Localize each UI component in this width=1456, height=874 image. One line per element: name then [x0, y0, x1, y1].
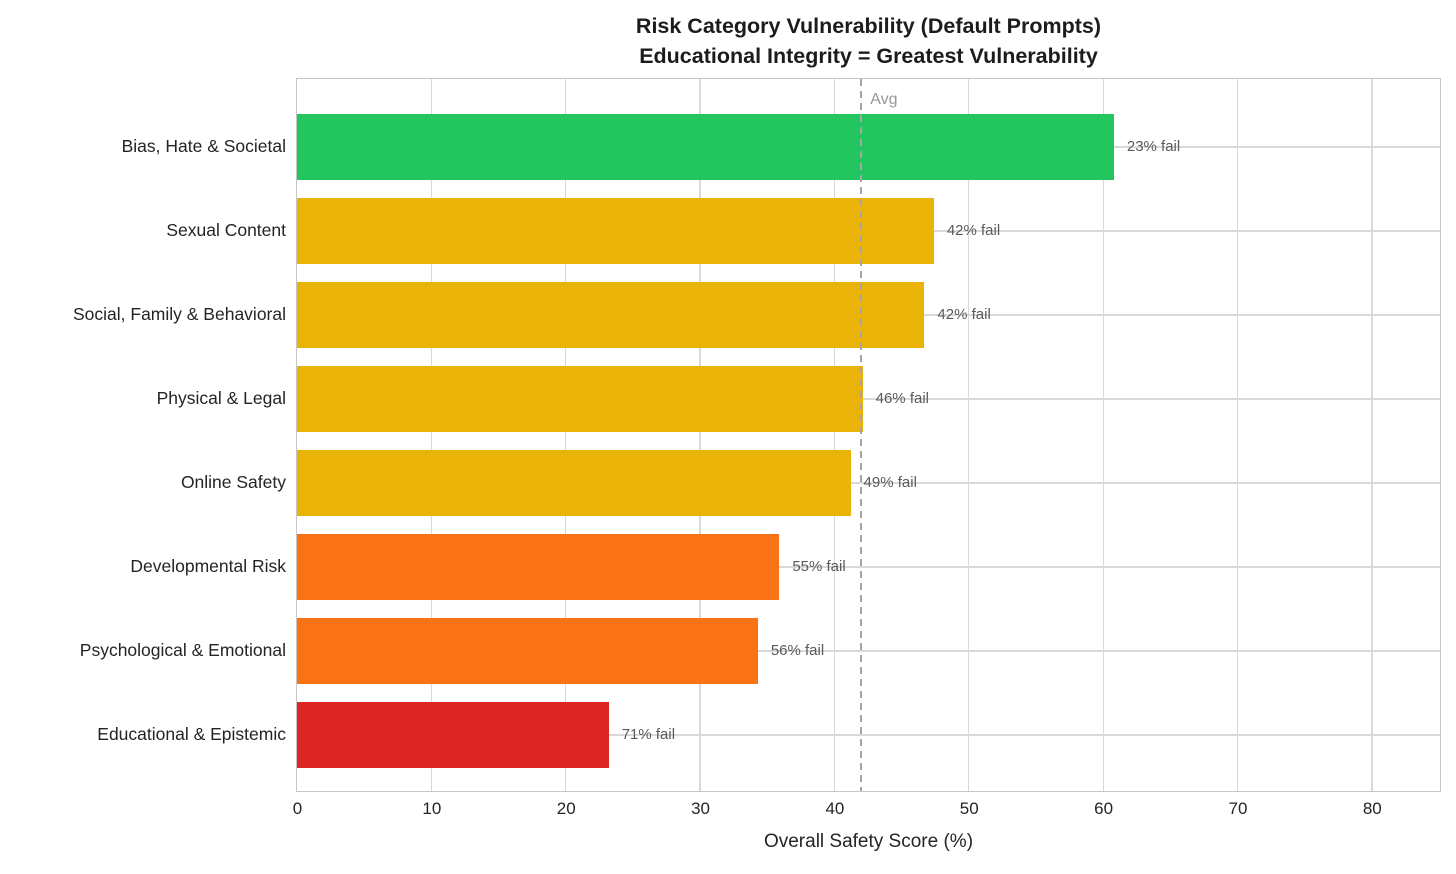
bar-label-online-safety: 49% fail: [863, 474, 917, 491]
x-gridline-70: [1236, 79, 1239, 791]
bar-label-sexual-content: 42% fail: [946, 222, 1001, 239]
x-tick-label-80: 80: [1362, 799, 1382, 818]
x-gridline-80: [1371, 79, 1373, 791]
x-gridline-20: [565, 79, 567, 791]
bar-psychological-emotional: [297, 618, 758, 684]
y-gridline-psychological-emotional: [297, 650, 1440, 652]
plot-area: 23% fail 42% fail 42% fail 46% fail 49% fail…: [296, 78, 1441, 792]
chart-title-line2: Educational Integrity = Greatest Vulnera…: [639, 44, 1098, 68]
y-gridline-physical-legal: [297, 398, 1440, 400]
bar-online-safety: [297, 450, 851, 516]
x-tick-label-0: 0: [292, 799, 303, 818]
bar-label-bias-hate-societal: 23% fail: [1126, 138, 1181, 155]
x-axis-label: Overall Safety Score (%): [763, 831, 974, 852]
x-tick-label-10: 10: [422, 799, 442, 818]
bar-label-physical-legal: 46% fail: [875, 390, 929, 407]
x-tick-label-70: 70: [1228, 799, 1248, 818]
y-tick-label-social-family-behavioral: Social, Family & Behavioral: [73, 304, 286, 324]
y-tick-label-online-safety: Online Safety: [180, 472, 286, 492]
y-gridline-online-safety: [297, 482, 1440, 484]
y-tick-label-educational-epistemic: Educational & Epistemic: [97, 724, 286, 744]
bar-physical-legal: [297, 366, 863, 432]
y-tick-label-psychological-emotional: Psychological & Emotional: [79, 640, 286, 660]
x-gridline-10: [430, 79, 433, 791]
x-tick-label-20: 20: [556, 799, 576, 818]
y-gridline-educational-epistemic: [297, 734, 1440, 736]
chart-title: Risk Category Vulnerability (Default Pro…: [296, 11, 1441, 71]
x-tick-label-50: 50: [959, 799, 979, 818]
avg-reference-line: [860, 79, 863, 791]
x-gridline-30: [699, 79, 701, 791]
avg-line-label: Avg: [870, 91, 898, 108]
bar-developmental-risk: [297, 534, 780, 600]
x-tick-label-40: 40: [825, 799, 845, 818]
x-gridline-50: [968, 79, 970, 791]
chart-title-line1: Risk Category Vulnerability (Default Pro…: [635, 14, 1102, 38]
x-tick-label-60: 60: [1094, 799, 1114, 818]
bar-label-educational-epistemic: 71% fail: [621, 726, 676, 743]
x-gridline-40: [833, 79, 836, 791]
bar-social-family-behavioral: [297, 282, 925, 348]
y-tick-label-sexual-content: Sexual Content: [166, 220, 286, 240]
y-tick-label-bias-hate-societal: Bias, Hate & Societal: [121, 136, 286, 156]
bar-label-social-family-behavioral: 42% fail: [937, 306, 991, 323]
bar-label-psychological-emotional: 56% fail: [770, 642, 825, 659]
x-tick-label-30: 30: [691, 799, 710, 818]
y-tick-label-physical-legal: Physical & Legal: [156, 388, 286, 408]
y-tick-label-developmental-risk: Developmental Risk: [130, 556, 286, 576]
bar-bias-hate-societal: [297, 114, 1114, 180]
x-gridline-60: [1102, 79, 1104, 791]
bar-sexual-content: [297, 198, 934, 264]
bar-educational-epistemic: [297, 702, 609, 768]
y-gridline-developmental-risk: [297, 566, 1440, 568]
bar-label-developmental-risk: 55% fail: [792, 558, 846, 575]
